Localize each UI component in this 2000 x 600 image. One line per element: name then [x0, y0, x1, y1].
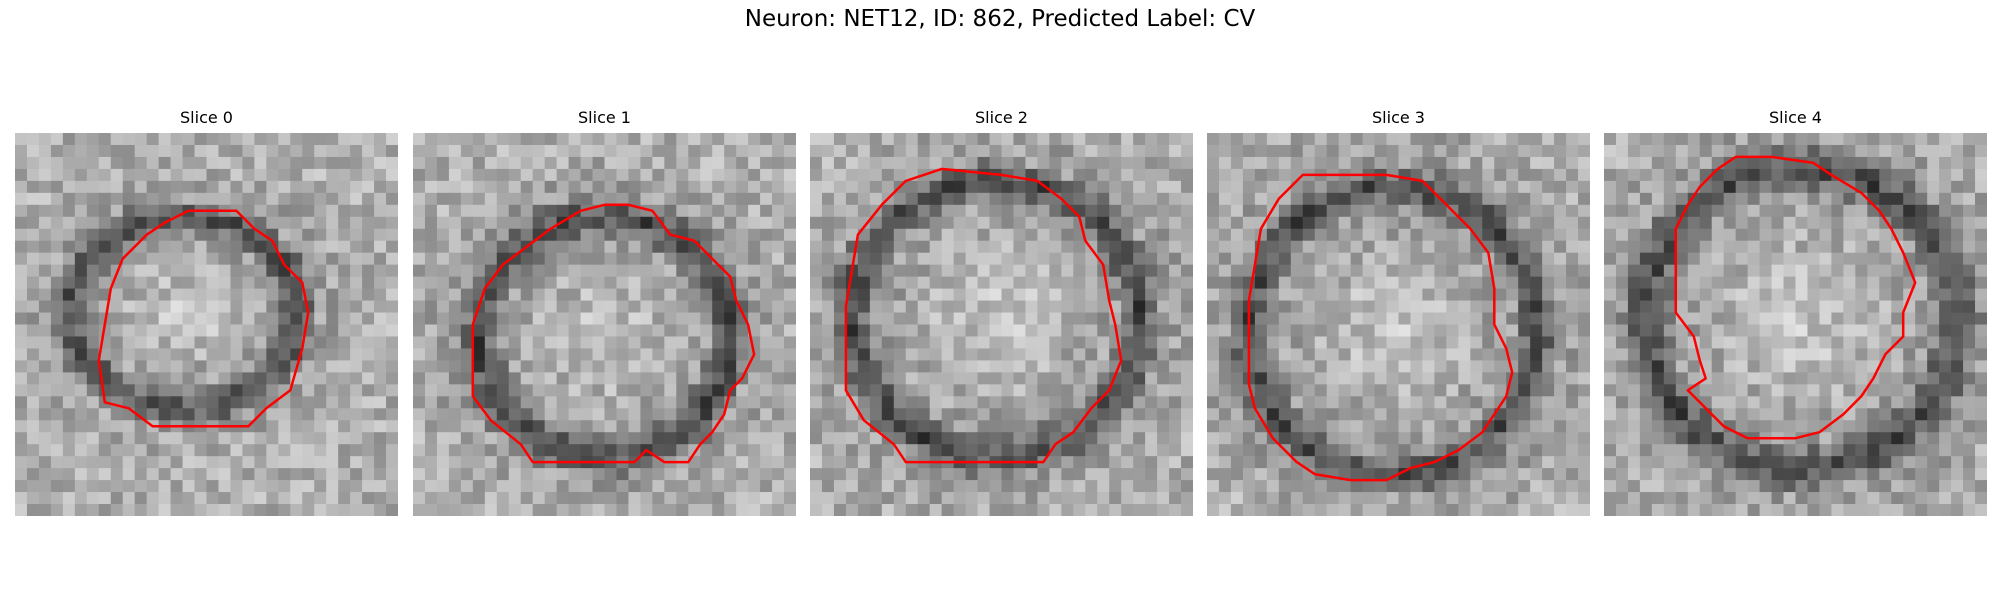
roi-outline	[471, 203, 756, 464]
slice-title-2: Slice 2	[975, 108, 1028, 127]
grayscale-pixels	[15, 133, 398, 516]
slice-image-0	[15, 133, 398, 516]
slice-title-0: Slice 0	[180, 108, 233, 127]
slice-image-3	[1207, 133, 1590, 516]
slice-title-4: Slice 4	[1769, 108, 1822, 127]
roi-outline	[1674, 155, 1917, 440]
roi-outline	[844, 167, 1123, 464]
roi-outline	[97, 209, 310, 428]
slice-title-3: Slice 3	[1372, 108, 1425, 127]
grayscale-pixels	[413, 133, 796, 516]
slice-image-2	[810, 133, 1193, 516]
slice-image-4	[1604, 133, 1987, 516]
roi-outline	[1247, 173, 1514, 482]
grayscale-pixels	[1604, 133, 1987, 516]
slice-title-1: Slice 1	[578, 108, 631, 127]
grayscale-pixels	[810, 133, 1193, 516]
slice-image-1	[413, 133, 796, 516]
grayscale-pixels	[1207, 133, 1590, 516]
figure-title: Neuron: NET12, ID: 862, Predicted Label:…	[744, 6, 1256, 32]
